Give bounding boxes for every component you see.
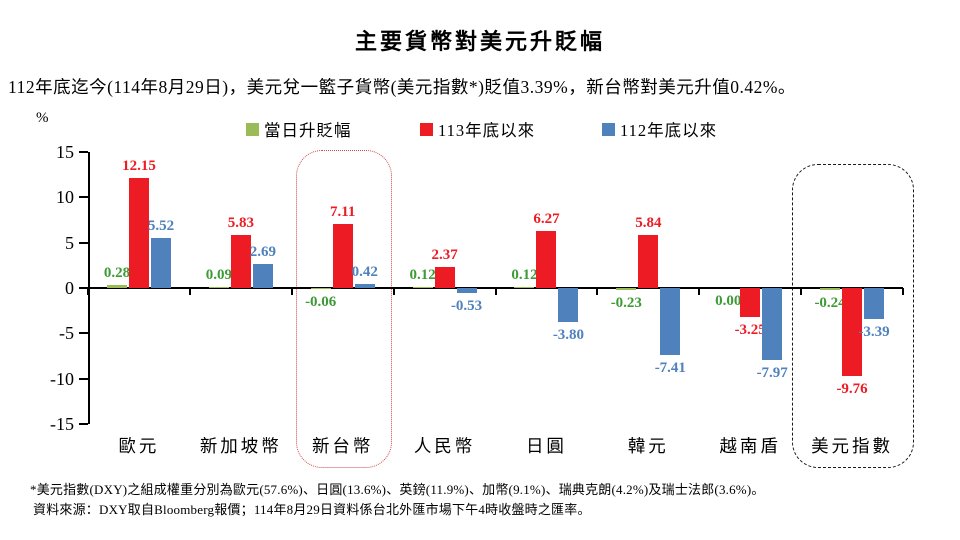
y-tick-mark [79, 196, 88, 199]
bar-value-label: 0.09 [205, 267, 232, 284]
bar-value-label: -0.24 [814, 295, 846, 312]
legend-label: 當日升貶幅 [264, 121, 352, 140]
legend-swatch-icon [602, 122, 615, 136]
category-label: 韓元 [627, 436, 669, 456]
bar-value-label: -0.06 [305, 293, 337, 310]
y-tick-mark [79, 423, 88, 425]
category-label: 新台幣 [311, 436, 374, 456]
bar-value-label: 5.84 [635, 215, 662, 232]
category-label: 歐元 [118, 436, 160, 456]
bar-value-label: -3.80 [552, 327, 585, 344]
bar-113年底以來 [434, 266, 455, 288]
bar-113年底以來 [128, 177, 149, 288]
highlight-box-black-dashed [792, 164, 915, 468]
bar-當日升貶幅 [820, 288, 841, 291]
chart-title: 主要貨幣對美元升貶幅 [354, 29, 605, 54]
bar-112年底以來 [660, 288, 681, 356]
legend: 當日升貶幅 113年底以來 112年底以來 [0, 118, 960, 140]
bar-value-label: 5.52 [147, 217, 175, 234]
bar-112年底以來 [864, 288, 885, 319]
bar-112年底以來 [150, 237, 171, 288]
bar-value-label: 0.12 [409, 266, 436, 283]
bar-當日升貶幅 [310, 288, 331, 289]
bar-value-label: 7.11 [329, 203, 356, 220]
bar-112年底以來 [252, 263, 273, 288]
bar-112年底以來 [354, 284, 375, 288]
legend-item: 112年底以來 [602, 118, 717, 140]
bar-value-label: -0.23 [610, 295, 642, 312]
x-tick-mark [392, 288, 395, 295]
x-tick-mark [902, 288, 904, 295]
y-tick-label: 10 [56, 187, 74, 208]
bar-當日升貶幅 [106, 285, 127, 288]
x-tick-mark [698, 288, 701, 295]
category-label: 越南盾 [719, 436, 781, 456]
legend-label: 112年底以來 [620, 121, 718, 140]
y-tick-mark [79, 241, 88, 244]
y-tick-mark [79, 287, 88, 289]
bar-value-label: 12.15 [122, 157, 156, 174]
y-tick-label: -5 [59, 323, 74, 344]
y-tick-mark [79, 151, 88, 153]
x-tick-mark [290, 288, 293, 295]
highlight-box-red-dotted [295, 150, 392, 468]
bar-當日升貶幅 [208, 287, 229, 288]
footnote-dxy-weights: *美元指數(DXY)之組成權重分別為歐元(57.6%)、日圓(13.6%)、英鎊… [30, 482, 765, 497]
category-label: 美元指數 [811, 436, 894, 456]
bar-value-label: 0.28 [103, 265, 131, 282]
x-tick-mark [800, 288, 803, 295]
legend-item: 當日升貶幅 [246, 118, 352, 140]
bar-113年底以來 [740, 288, 761, 318]
bar-value-label: -7.41 [654, 360, 686, 377]
legend-swatch-icon [420, 122, 433, 136]
bar-112年底以來 [762, 288, 783, 361]
bar-value-label: -3.39 [858, 323, 890, 340]
x-tick-mark [596, 288, 599, 295]
bar-value-label: 6.27 [533, 211, 560, 228]
legend-item: 113年底以來 [420, 118, 535, 140]
legend-swatch-icon [246, 122, 259, 136]
bar-value-label: -9.76 [836, 381, 868, 398]
bar-當日升貶幅 [616, 288, 637, 291]
bar-value-label: 2.37 [431, 246, 458, 263]
bar-value-label: 5.83 [227, 215, 254, 232]
bar-value-label: 0.12 [511, 266, 538, 283]
bar-value-label: -0.53 [450, 297, 483, 314]
bar-113年底以來 [638, 235, 659, 288]
bar-113年底以來 [230, 235, 251, 288]
legend-label: 113年底以來 [438, 121, 536, 140]
y-tick-label: 0 [65, 278, 74, 298]
x-tick-mark [188, 288, 191, 295]
y-tick-mark [79, 332, 88, 335]
footnote-source: 資料來源：DXY取自Bloomberg報價；114年8月29日資料係台北外匯市場… [33, 502, 591, 517]
y-tick-label: 15 [56, 142, 74, 162]
y-tick-label: 5 [65, 232, 74, 253]
bar-當日升貶幅 [514, 286, 535, 288]
bar-112年底以來 [456, 288, 477, 293]
bar-當日升貶幅 [412, 286, 433, 288]
bar-value-label: -7.97 [756, 365, 788, 382]
bar-value-label: -3.25 [734, 322, 766, 339]
x-tick-mark [494, 288, 497, 295]
category-label: 日圓 [525, 436, 567, 456]
bar-value-label: 0.00 [715, 293, 742, 309]
bar-113年底以來 [332, 223, 353, 288]
bar-113年底以來 [842, 288, 863, 377]
bar-113年底以來 [536, 231, 557, 288]
y-tick-label: -10 [50, 368, 74, 389]
chart-subtitle: 112年底迄今(114年8月29日)，美元兌一籃子貨幣(美元指數*)貶值3.39… [8, 77, 796, 97]
y-tick-mark [79, 377, 88, 380]
y-axis-unit-label: % [36, 110, 49, 126]
bar-112年底以來 [558, 288, 579, 323]
bar-value-label: 0.42 [351, 264, 378, 281]
category-label: 新加坡幣 [199, 436, 282, 456]
x-tick-mark [87, 288, 89, 295]
bar-value-label: 2.69 [249, 243, 276, 260]
y-tick-label: -15 [50, 414, 74, 434]
category-label: 人民幣 [413, 436, 476, 456]
